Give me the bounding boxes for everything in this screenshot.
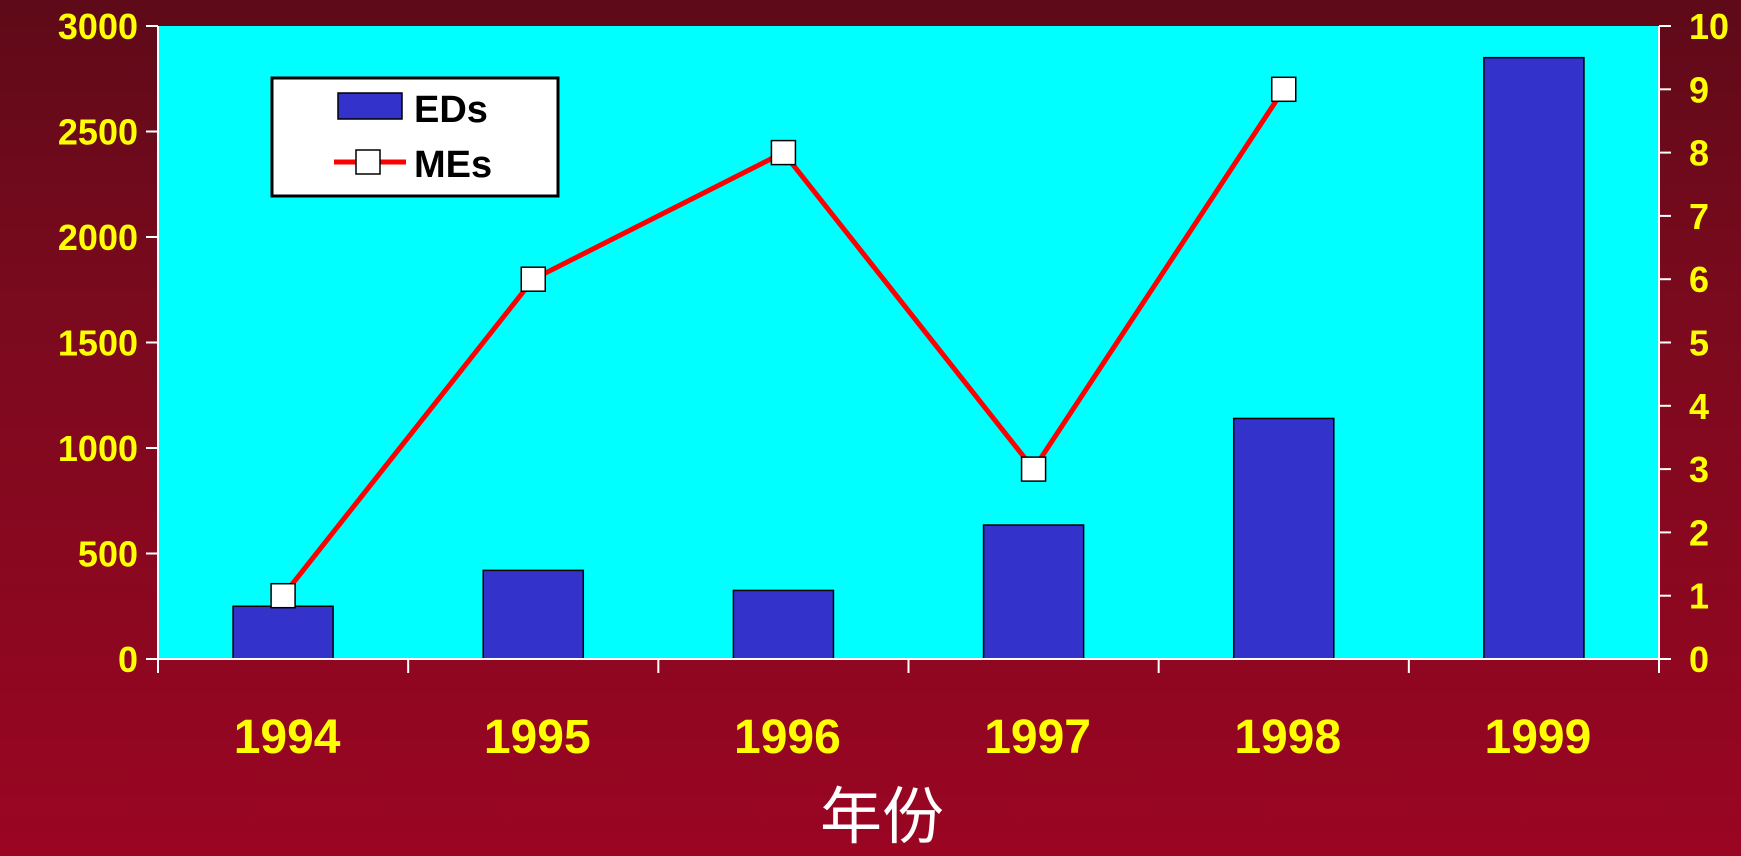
bar-eds-1999 bbox=[1483, 56, 1585, 660]
bars-layer bbox=[232, 56, 1585, 660]
right-tick-label-2: 2 bbox=[1689, 512, 1709, 553]
left-tick-label-3000: 3000 bbox=[58, 6, 138, 47]
right-tick-label-4: 4 bbox=[1689, 386, 1709, 427]
left-tick-label-2000: 2000 bbox=[58, 217, 138, 258]
bar-eds-1995 bbox=[482, 569, 585, 660]
legend-label-eds: EDs bbox=[414, 89, 488, 131]
line-layer bbox=[270, 76, 1297, 609]
legend: EDs MEs bbox=[270, 76, 560, 198]
x-axis-title: 年份 bbox=[820, 780, 944, 853]
marker-mes-1996 bbox=[770, 139, 797, 166]
right-tick-label-5: 5 bbox=[1689, 323, 1709, 364]
x-tick-label-1998: 1998 bbox=[1234, 711, 1341, 764]
x-tick-label-1995: 1995 bbox=[484, 711, 591, 764]
legend-label-mes: MEs bbox=[414, 144, 492, 186]
legend-box bbox=[270, 76, 560, 198]
bar-eds-1994 bbox=[232, 605, 334, 660]
marker-mes-1997 bbox=[1020, 456, 1047, 482]
right-tick-label-7: 7 bbox=[1689, 196, 1709, 237]
right-tick-label-1: 1 bbox=[1689, 576, 1709, 617]
left-tick-label-0: 0 bbox=[118, 639, 138, 680]
marker-mes-1998 bbox=[1271, 76, 1297, 103]
marker-mes-1995 bbox=[520, 266, 546, 292]
x-tick-label-1999: 1999 bbox=[1485, 711, 1592, 764]
left-tick-label-2500: 2500 bbox=[58, 112, 138, 153]
left-tick-label-1500: 1500 bbox=[58, 323, 138, 364]
marker-mes-1994 bbox=[270, 582, 296, 609]
right-tick-label-3: 3 bbox=[1689, 449, 1709, 490]
legend-swatch-eds bbox=[337, 92, 403, 120]
x-tick-label-1997: 1997 bbox=[984, 711, 1091, 764]
right-tick-label-10: 10 bbox=[1689, 6, 1729, 47]
left-tick-label-500: 500 bbox=[78, 534, 138, 575]
x-tick-label-1994: 1994 bbox=[234, 711, 341, 764]
right-tick-label-9: 9 bbox=[1689, 69, 1709, 110]
bar-eds-1996 bbox=[732, 589, 835, 660]
x-tick-label-1996: 1996 bbox=[734, 711, 841, 764]
right-tick-label-6: 6 bbox=[1689, 259, 1709, 300]
axes-layer: 0 500 1000 1500 2000 2500 3000 0 1 2 3 4 5 6 7 8 9 10 1994… bbox=[58, 6, 1729, 764]
right-tick-label-8: 8 bbox=[1689, 133, 1709, 174]
bar-eds-1998 bbox=[1232, 417, 1335, 660]
right-tick-label-0: 0 bbox=[1689, 639, 1709, 680]
legend-swatch-mes-marker bbox=[355, 149, 381, 175]
bar-eds-1997 bbox=[982, 524, 1085, 660]
left-tick-label-1000: 1000 bbox=[58, 428, 138, 469]
